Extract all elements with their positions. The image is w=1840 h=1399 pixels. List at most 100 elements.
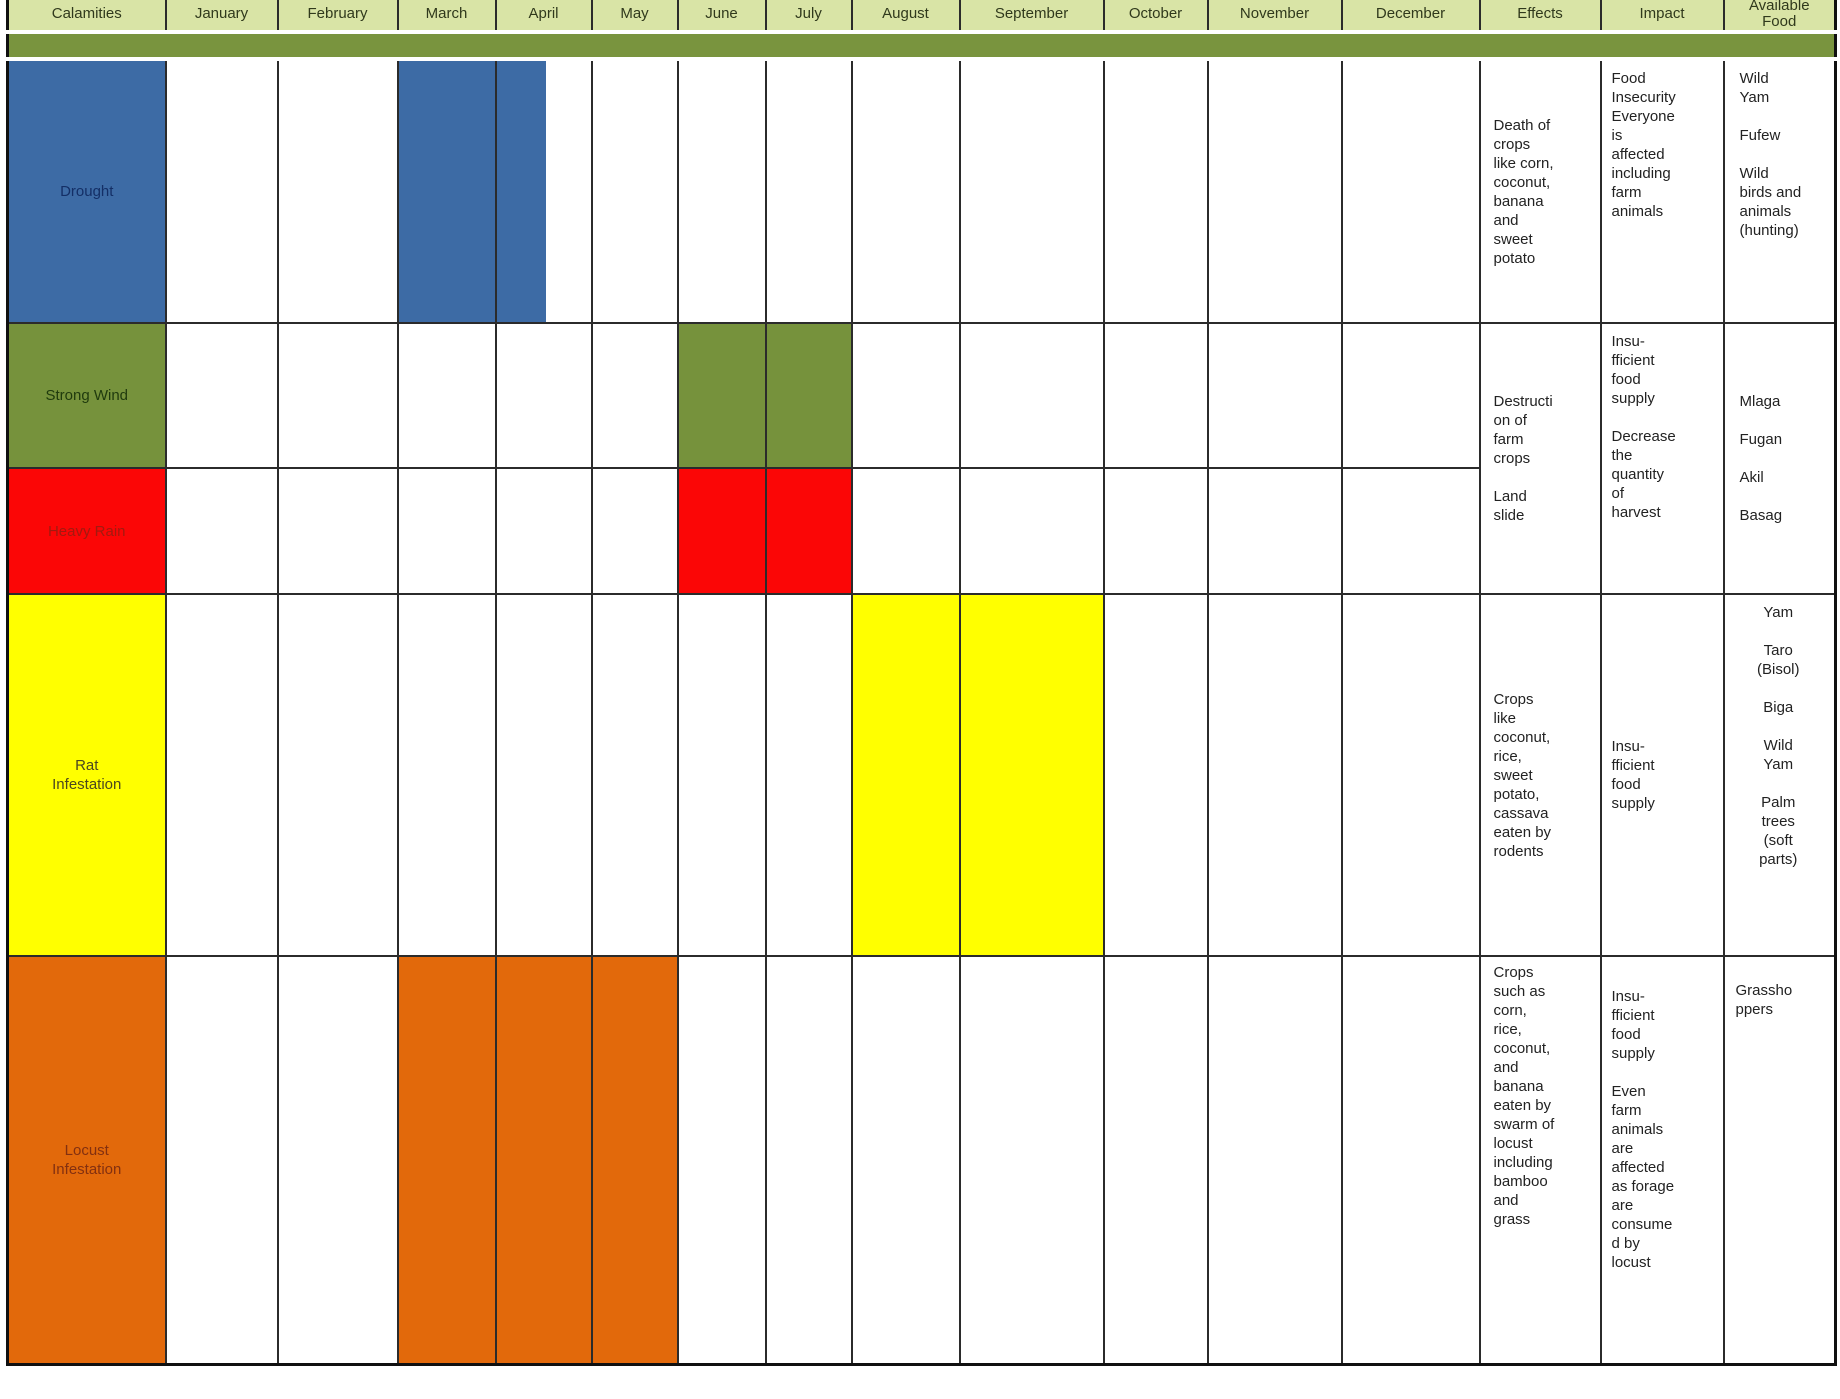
header-month: April xyxy=(494,0,593,33)
impact-cell: Insu- fficient food supply Even farm ani… xyxy=(1599,955,1725,1365)
calamity-label-cell: Heavy Rain xyxy=(6,467,167,595)
available-food-cell: Yam Taro (Bisol) Biga Wild Yam Palm tree… xyxy=(1722,593,1837,957)
header-month: January xyxy=(164,0,279,33)
month-cell xyxy=(276,322,399,469)
month-cell xyxy=(764,467,853,595)
header-month: May xyxy=(590,0,679,33)
month-cell xyxy=(1340,322,1481,469)
header-impact: Impact xyxy=(1599,0,1725,33)
header-month: October xyxy=(1102,0,1209,33)
month-cell xyxy=(164,58,279,324)
month-cell xyxy=(590,955,679,1365)
header-month: February xyxy=(276,0,399,33)
month-cell xyxy=(1102,467,1209,595)
month-cell xyxy=(850,467,961,595)
month-cell xyxy=(1102,58,1209,324)
available-food-cell: Grassho ppers xyxy=(1722,955,1837,1365)
month-cell xyxy=(164,955,279,1365)
month-cell xyxy=(850,955,961,1365)
month-cell xyxy=(1206,955,1343,1365)
month-cell xyxy=(764,58,853,324)
month-cell xyxy=(494,467,593,595)
month-cell xyxy=(1340,955,1481,1365)
available-food-cell: Mlaga Fugan Akil Basag xyxy=(1722,322,1837,595)
header-row: Calamities January February March April … xyxy=(6,0,1837,33)
impact-cell: Food Insecurity Everyone is affected inc… xyxy=(1599,58,1725,324)
month-cell xyxy=(850,593,961,957)
effects-cell: Crops such as corn, rice, coconut, and b… xyxy=(1478,955,1602,1365)
row-strong-wind: Strong Wind Destructi on of farm crops L… xyxy=(6,322,1837,595)
separator-band-row xyxy=(6,30,1837,61)
header-month: July xyxy=(764,0,853,33)
effects-cell: Death of crops like corn, coconut, banan… xyxy=(1478,58,1602,324)
header-month: November xyxy=(1206,0,1343,33)
month-cell xyxy=(396,58,497,324)
month-cell xyxy=(1102,593,1209,957)
month-cell xyxy=(1206,322,1343,469)
month-cell xyxy=(676,955,767,1365)
seasonal-calamity-calendar: Calamities January February March April … xyxy=(6,0,1837,1366)
available-food-cell: Wild Yam Fufew Wild birds and animals (h… xyxy=(1722,58,1837,324)
month-cell xyxy=(958,322,1105,469)
month-cell xyxy=(396,322,497,469)
month-cell xyxy=(1102,322,1209,469)
month-cell xyxy=(164,467,279,595)
calamity-label-cell: Drought xyxy=(6,58,167,324)
month-cell xyxy=(396,467,497,595)
month-cell xyxy=(590,593,679,957)
month-cell xyxy=(276,955,399,1365)
month-cell xyxy=(276,593,399,957)
month-cell xyxy=(590,322,679,469)
month-cell xyxy=(1340,58,1481,324)
header-month: August xyxy=(850,0,961,33)
calamity-label-cell: Locust Infestation xyxy=(6,955,167,1365)
month-cell xyxy=(958,955,1105,1365)
month-cell xyxy=(1206,58,1343,324)
month-cell xyxy=(164,593,279,957)
header-month: September xyxy=(958,0,1105,33)
month-cell xyxy=(396,955,497,1365)
month-cell xyxy=(1206,467,1343,595)
month-cell xyxy=(850,322,961,469)
month-cell xyxy=(590,58,679,324)
row-heavy-rain: Heavy Rain xyxy=(6,467,1836,595)
header-month: December xyxy=(1340,0,1481,33)
calamity-label-cell: Strong Wind xyxy=(6,322,167,469)
month-cell xyxy=(1340,467,1481,595)
month-cell xyxy=(958,467,1105,595)
month-cell xyxy=(958,593,1105,957)
month-cell xyxy=(164,322,279,469)
month-cell xyxy=(1102,955,1209,1365)
month-cell xyxy=(676,467,767,595)
impact-cell: Insu- fficient food supply Decrease the … xyxy=(1599,322,1725,595)
header-month: March xyxy=(396,0,497,33)
calamity-table: Calamities January February March April … xyxy=(6,0,1837,1366)
month-cell xyxy=(676,593,767,957)
calamity-label-cell: Rat Infestation xyxy=(6,593,167,957)
month-cell xyxy=(276,467,399,595)
month-cell xyxy=(494,955,593,1365)
month-cell xyxy=(396,593,497,957)
month-cell xyxy=(1206,593,1343,957)
header-calamities: Calamities xyxy=(6,0,167,33)
impact-cell: Insu- fficient food supply xyxy=(1599,593,1725,957)
month-cell xyxy=(276,58,399,324)
month-cell xyxy=(850,58,961,324)
month-cell xyxy=(676,322,767,469)
month-cell xyxy=(676,58,767,324)
header-month: June xyxy=(676,0,767,33)
month-cell xyxy=(764,593,853,957)
month-cell xyxy=(494,322,593,469)
row-rat-infestation: Rat Infestation Crops like coconut, rice… xyxy=(6,593,1837,957)
separator-band xyxy=(6,30,1837,61)
month-cell xyxy=(494,593,593,957)
month-cell xyxy=(1340,593,1481,957)
month-cell xyxy=(494,58,593,324)
header-effects: Effects xyxy=(1478,0,1602,33)
month-cell xyxy=(958,58,1105,324)
month-cell xyxy=(764,322,853,469)
effects-cell: Destructi on of farm crops Land slide xyxy=(1478,322,1602,595)
row-locust-infestation: Locust Infestation Crops such as corn, r… xyxy=(6,955,1837,1365)
month-cell xyxy=(590,467,679,595)
month-cell xyxy=(764,955,853,1365)
